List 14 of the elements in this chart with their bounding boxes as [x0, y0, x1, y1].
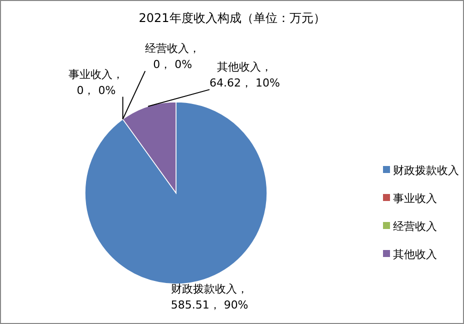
text: 0， 0% — [76, 84, 116, 97]
category-label: 经营收入， — [145, 42, 200, 56]
legend-label: 财政拨款收入 — [393, 164, 459, 177]
pie-slice — [84, 102, 268, 284]
text: 64.62， 10% — [210, 76, 280, 90]
category-label: 财政拨款收入， — [171, 282, 248, 296]
chart-title: 2021年度收入构成（单位：万元） — [138, 11, 326, 25]
text: 585.51， 90% — [170, 298, 248, 312]
text: 0， 0% — [153, 58, 192, 72]
legend-label: 其他收入 — [393, 248, 437, 261]
legend-label: 事业收入 — [393, 192, 437, 205]
category-label: 其他收入， — [217, 60, 272, 74]
legend-label: 经营收入 — [393, 220, 437, 233]
category-label: 事业收入， — [68, 68, 124, 81]
